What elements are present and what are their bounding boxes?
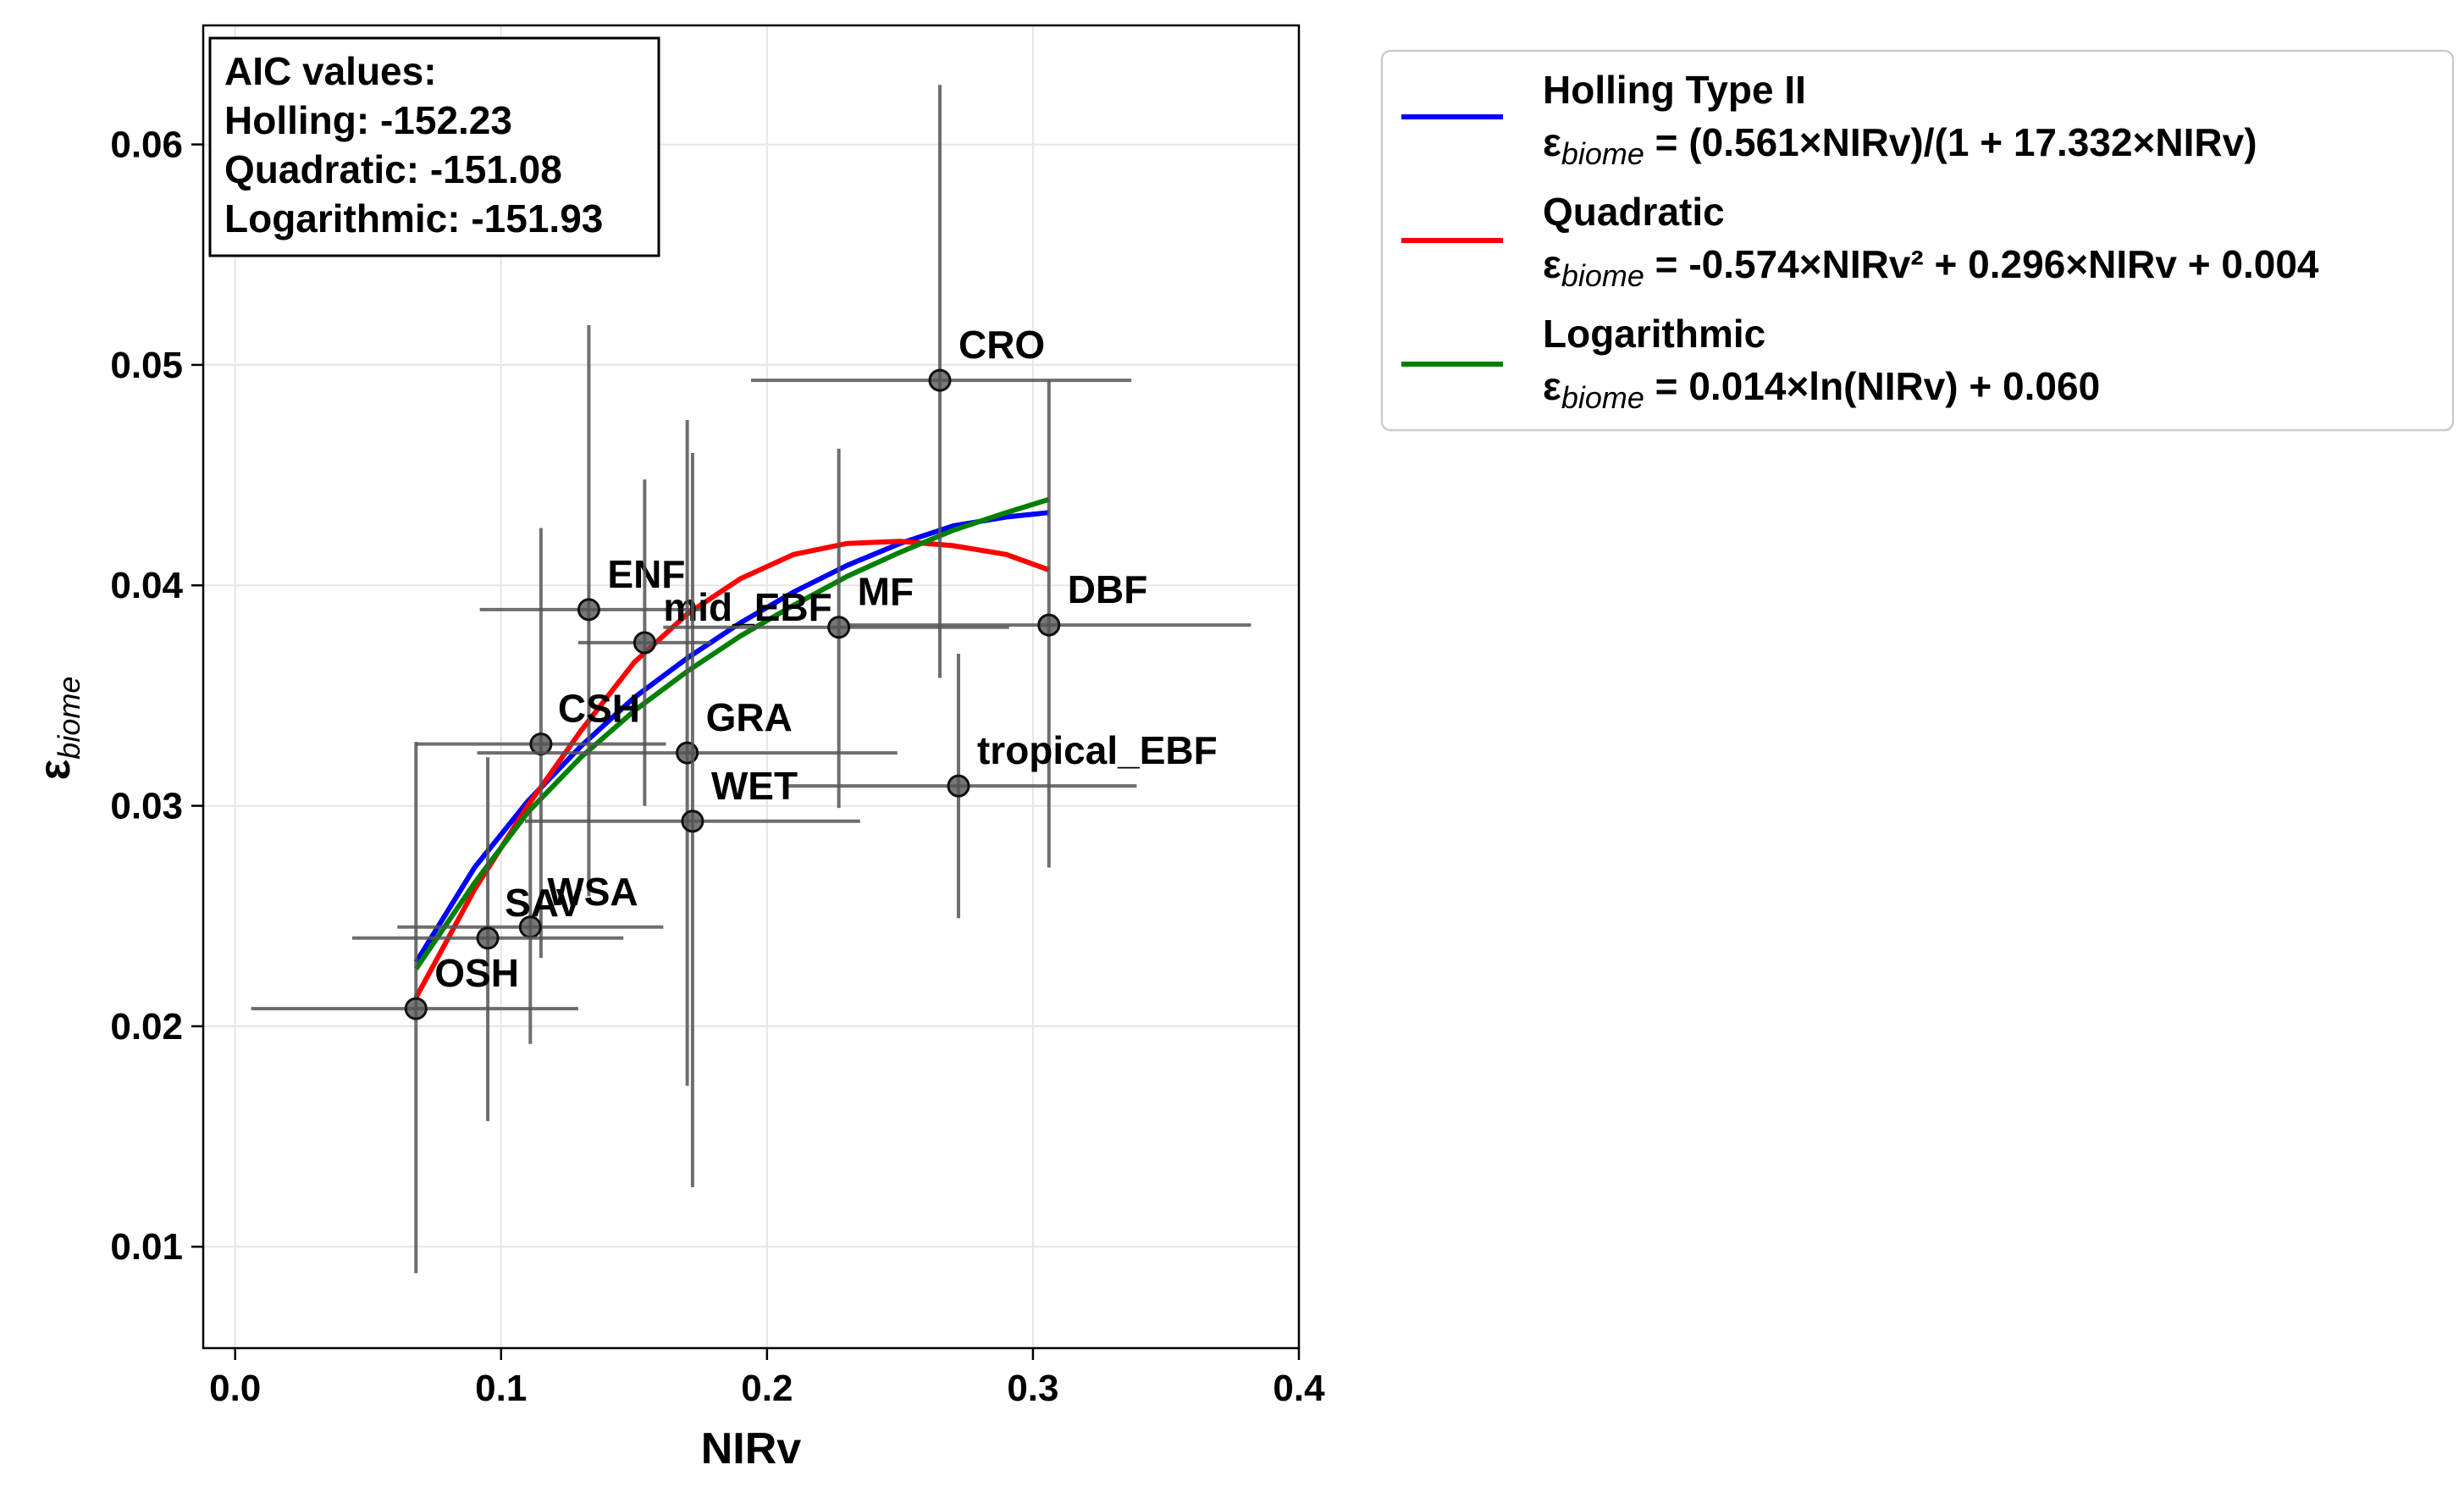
legend-equation-quadratic: εbiome = -0.574×NIRv² + 0.296×NIRv + 0.0… bbox=[1543, 242, 2319, 293]
point-label-gra: GRA bbox=[706, 695, 793, 739]
plot-frame bbox=[202, 24, 1301, 1350]
data-point-wet bbox=[681, 810, 704, 833]
fit-curve-holling-type-ii bbox=[413, 510, 1050, 964]
legend-equation-logarithmic: εbiome = 0.014×ln(NIRv) + 0.060 bbox=[1543, 364, 2100, 415]
axis-ticks: 0.0 0.1 0.2 0.3 0.4 0.01 0.02 0.03 0.04 0.05 0.06 bbox=[110, 124, 1325, 1409]
legend-label-quadratic: Quadratic bbox=[1543, 190, 1725, 234]
aic-holling: Holling: -152.23 bbox=[224, 98, 512, 142]
legend-label-holling: Holling Type II bbox=[1543, 68, 1806, 112]
data-point-cro bbox=[928, 368, 952, 392]
y-tick-label: 0.03 bbox=[110, 786, 183, 827]
y-tick-label: 0.06 bbox=[110, 124, 183, 166]
data-point-mid-ebf bbox=[633, 631, 656, 655]
point-label-wsa: WSA bbox=[547, 870, 638, 914]
y-axis-title: εbiome bbox=[30, 677, 86, 781]
legend-eq-symbol: ε bbox=[1543, 242, 1561, 286]
legend-frame bbox=[1380, 49, 2455, 432]
data-point-gra bbox=[676, 741, 699, 765]
legend-eq-subscript: biome bbox=[1561, 380, 1644, 415]
fit-curve-logarithmic bbox=[413, 496, 1050, 970]
data-point-sav bbox=[476, 926, 500, 950]
point-label-sav: SAV bbox=[505, 881, 582, 925]
y-tick-label: 0.02 bbox=[110, 1006, 183, 1047]
x-tick-label: 0.0 bbox=[209, 1368, 261, 1409]
point-label-enf: ENF bbox=[607, 552, 685, 596]
legend: Holling Type II εbiome = (0.561×NIRv)/(1… bbox=[1380, 49, 2455, 432]
y-tick-label: 0.01 bbox=[110, 1226, 183, 1268]
aic-title: AIC values: bbox=[224, 49, 437, 93]
point-label-wet: WET bbox=[711, 764, 798, 808]
aic-box: AIC values: Holling: -152.23 Quadratic: … bbox=[208, 36, 660, 257]
point-label-csh: CSH bbox=[558, 687, 640, 731]
y-axis-title-subscript: biome bbox=[52, 677, 86, 760]
point-label-dbf: DBF bbox=[1068, 567, 1148, 611]
point-label-mf: MF bbox=[858, 570, 914, 614]
legend-eq-body: = (0.561×NIRv)/(1 + 17.332×NIRv) bbox=[1644, 120, 2257, 164]
legend-label-logarithmic: Logarithmic bbox=[1543, 312, 1765, 356]
x-axis-title: NIRv bbox=[701, 1424, 802, 1473]
data-point-csh bbox=[529, 732, 553, 756]
legend-eq-subscript: biome bbox=[1561, 136, 1644, 171]
data-point-mf bbox=[827, 616, 851, 639]
x-tick-label: 0.2 bbox=[741, 1368, 793, 1409]
data-point-osh bbox=[404, 997, 428, 1020]
point-label-tropical-ebf: tropical_EBF bbox=[977, 728, 1218, 772]
legend-eq-symbol: ε bbox=[1543, 364, 1561, 408]
legend-eq-subscript: biome bbox=[1561, 258, 1644, 293]
legend-eq-body: = 0.014×ln(NIRv) + 0.060 bbox=[1644, 364, 2100, 408]
data-point-enf bbox=[577, 598, 600, 622]
fit-curve-quadratic bbox=[413, 539, 1050, 999]
y-axis-title-symbol: ε bbox=[30, 760, 80, 781]
x-tick-label: 0.3 bbox=[1007, 1368, 1058, 1409]
data-point-dbf bbox=[1037, 613, 1061, 637]
point-label-cro: CRO bbox=[959, 323, 1045, 367]
x-tick-label: 0.1 bbox=[475, 1368, 527, 1409]
legend-eq-symbol: ε bbox=[1543, 120, 1561, 164]
aic-quadratic: Quadratic: -151.08 bbox=[224, 147, 562, 191]
aic-logarithmic: Logarithmic: -151.93 bbox=[224, 196, 603, 240]
point-label-osh: OSH bbox=[434, 951, 519, 995]
aic-box-frame bbox=[208, 36, 660, 257]
fit-curves bbox=[413, 496, 1050, 999]
legend-eq-body: = -0.574×NIRv² + 0.296×NIRv + 0.004 bbox=[1644, 242, 2319, 286]
legend-equation-holling: εbiome = (0.561×NIRv)/(1 + 17.332×NIRv) bbox=[1543, 120, 2257, 171]
y-tick-label: 0.05 bbox=[110, 345, 183, 386]
x-tick-label: 0.4 bbox=[1273, 1368, 1325, 1409]
y-tick-label: 0.04 bbox=[110, 565, 183, 606]
data-point-tropical-ebf bbox=[947, 774, 970, 798]
